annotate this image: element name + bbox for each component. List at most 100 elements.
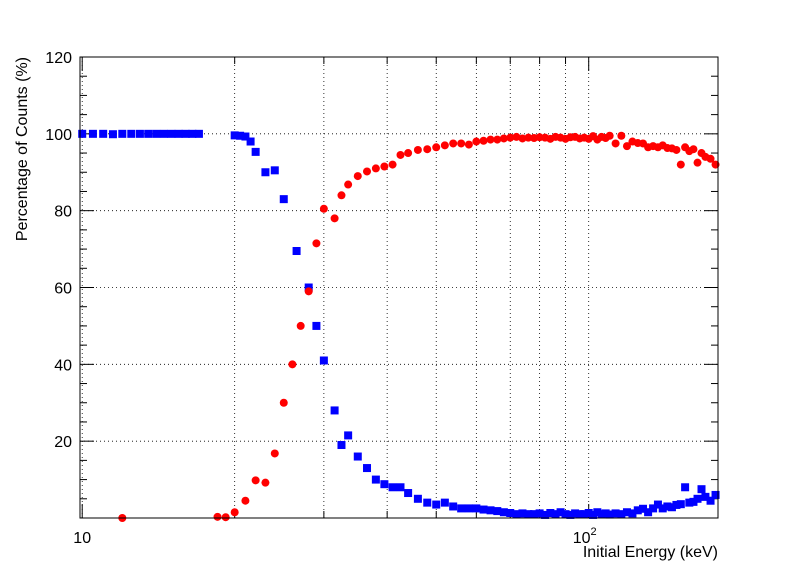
data-point [639,504,648,513]
series-1 [118,131,720,522]
data-point [530,510,539,519]
data-point [546,509,555,518]
data-point [312,321,321,330]
data-point [672,500,681,509]
data-point [493,507,502,516]
data-point [144,129,153,138]
data-point [292,247,301,256]
data-point [622,142,631,151]
y-tick-label: 20 [54,434,72,451]
data-point [194,129,203,138]
data-point [261,478,270,487]
data-point [605,510,614,519]
data-point [653,500,662,509]
data-point [99,129,108,138]
data-point [108,130,117,139]
data-point [486,135,495,144]
data-point [288,360,297,369]
data-point [556,508,565,517]
data-point [622,508,631,517]
data-point [423,145,432,154]
data-point [88,129,97,138]
data-point [611,509,620,518]
data-point [432,500,441,509]
data-point [279,398,288,407]
data-point [667,503,676,512]
data-point [432,143,441,152]
data-point [693,494,702,503]
data-point [506,133,515,142]
data-point [663,502,672,511]
data-point [230,131,239,140]
data-point [270,166,279,175]
data-point [188,129,197,138]
data-point [371,164,380,173]
y-tick-label: 40 [54,357,72,374]
data-point [404,149,413,158]
x-tick-label: 10 [73,530,91,547]
data-point [396,483,405,492]
data-point [697,485,706,494]
data-point [701,492,710,501]
data-point [605,131,614,140]
series-0 [78,129,720,519]
data-point [561,510,570,519]
data-point [658,504,667,513]
data-point [711,490,720,499]
data-point [440,498,449,507]
data-point [404,489,413,498]
data-point [676,500,685,509]
data-point [535,509,544,518]
data-point [380,162,389,171]
data-point [464,504,473,513]
data-point [174,129,183,138]
data-point [449,502,458,511]
data-point [617,510,626,519]
data-point [296,321,305,330]
data-point [644,508,653,517]
y-tick-label: 100 [45,127,72,144]
data-point [486,506,495,515]
y-axis-title: Percentage of Counts (%) [14,57,31,241]
data-point [617,131,626,140]
data-point [706,496,715,505]
data-point [541,510,550,519]
x-axis-title: Initial Energy (keV) [583,544,718,561]
data-point [423,498,432,507]
data-point [499,134,508,143]
data-point [344,180,353,189]
data-point [213,512,222,521]
data-point [512,132,521,141]
data-point [319,204,328,213]
data-point [330,406,339,415]
y-tick-label: 80 [54,204,72,221]
data-point [551,510,560,519]
data-point [518,134,527,143]
data-point [457,139,466,148]
data-point [251,476,260,485]
data-point [380,480,389,489]
data-point [649,504,658,513]
data-point [413,494,422,503]
data-point [597,510,606,519]
data-points [78,129,720,522]
plot-frame [79,56,719,519]
data-point [676,160,685,169]
data-point [672,145,681,154]
data-point [633,506,642,515]
data-point [236,131,245,140]
data-point [344,431,353,440]
data-point [261,168,270,177]
data-point [518,509,527,518]
data-point [118,129,127,138]
data-point [78,129,87,138]
data-point [181,129,190,138]
data-point [464,140,473,149]
data-point [388,160,397,169]
data-point [230,508,239,517]
data-point [689,497,698,506]
data-point [499,508,508,517]
data-point [479,136,488,145]
